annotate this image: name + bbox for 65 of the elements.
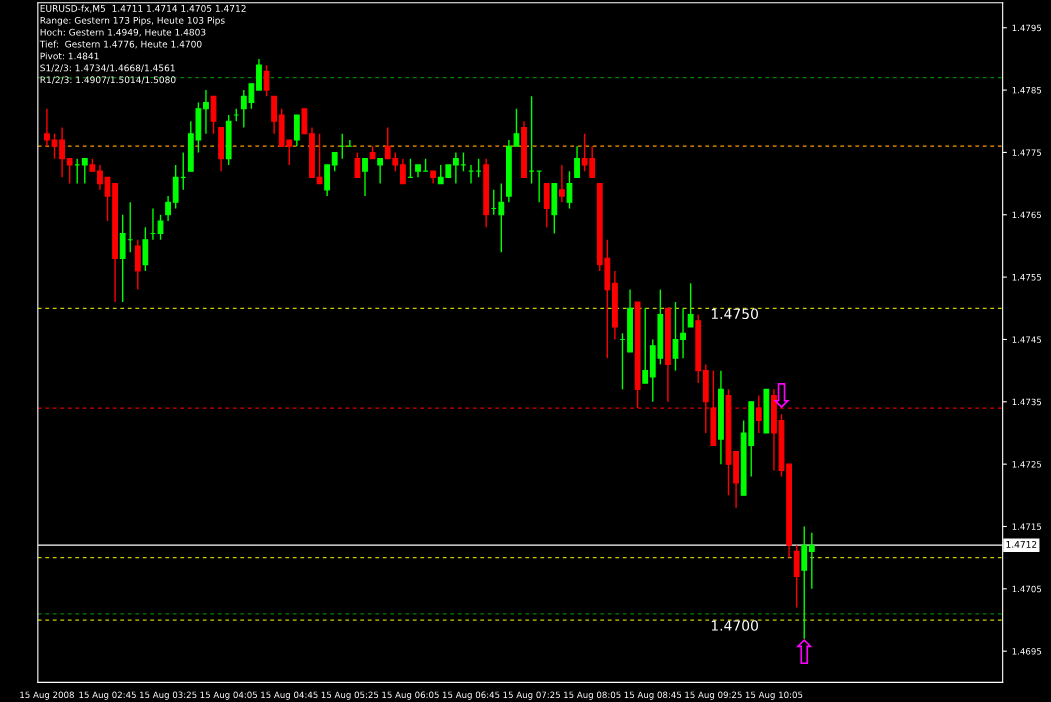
candlestick	[203, 89, 209, 135]
x-tick-label: 15 Aug 10:05	[745, 691, 803, 700]
candlestick	[498, 182, 505, 253]
annotation: S1/2/3: 1.4734/1.4668/1.4561	[40, 64, 175, 72]
x-tick-label: 15 Aug 05:25	[321, 691, 379, 700]
candlestick	[475, 157, 482, 179]
x-tick-label: 15 Aug 04:45	[261, 691, 318, 700]
y-tick-label: 1.4765	[1012, 211, 1042, 219]
y-tick-label: 1.4795	[1012, 24, 1042, 32]
y-tick-label: 1.4755	[1012, 274, 1042, 281]
candlestick	[687, 282, 694, 328]
candlestick	[377, 157, 384, 185]
x-tick-label: 15 Aug 09:25	[685, 691, 742, 700]
candlestick	[566, 170, 573, 210]
candlestick	[536, 170, 543, 203]
annotation: Hoch: Gestern 1.4949, Heute 1.4803	[40, 28, 206, 37]
candlestick	[331, 151, 338, 172]
x-tick-label: 15 Aug 06:05	[382, 691, 439, 700]
x-tick-label: 15 Aug 08:05	[564, 691, 621, 700]
candlestick	[74, 157, 81, 185]
candlestick	[157, 214, 164, 241]
candlestick	[81, 157, 88, 185]
candlestick	[680, 307, 686, 359]
x-tick-label: 15 Aug 03:25	[140, 691, 197, 700]
candlestick	[66, 157, 73, 185]
y-tick-label: 1.4715	[1012, 523, 1042, 530]
candlestick	[59, 126, 65, 179]
x-tick-label: 15 Aug 06:45	[442, 691, 500, 700]
candlestick	[354, 151, 361, 179]
y-tick-label: 1.4775	[1012, 149, 1042, 156]
x-tick-label: 15 Aug 07:25	[503, 691, 560, 700]
candlestick	[558, 164, 565, 203]
y-tick-label: 1.4725	[1012, 461, 1042, 468]
annotation: ⇧	[795, 638, 813, 665]
y-tick-label: 1.4745	[1012, 336, 1042, 343]
y-tick-label: 1.4695	[1012, 648, 1042, 655]
x-tick-label: 15 Aug 08:45	[624, 691, 682, 700]
chart-title: EURUSD-fx,M5 1.4711 1.4714 1.4705 1.4712	[40, 4, 246, 13]
annotation: Pivot: 1.4841	[40, 52, 99, 60]
annotation: Tief: Gestern 1.4776, Heute 1.4700	[39, 40, 202, 49]
x-tick-label: 15 Aug 02:45	[79, 691, 136, 700]
candlestick	[452, 151, 459, 185]
x-tick-label: 15 Aug 2008	[20, 691, 74, 700]
ref-line-label: 1.4700	[711, 620, 758, 631]
candlestick	[399, 157, 406, 185]
y-tick-label: 1.4735	[1012, 398, 1042, 406]
candlestick	[460, 151, 467, 172]
y-tick-label: 1.4705	[1012, 585, 1042, 593]
candlestick	[642, 307, 649, 384]
y-tick-label: 1.4785	[1012, 86, 1042, 94]
candlestick	[528, 95, 535, 185]
candlestick	[808, 532, 815, 590]
candlestick	[165, 195, 171, 222]
candlestick	[263, 64, 270, 98]
candlestick	[672, 301, 679, 372]
x-tick-label: 15 Aug 04:05	[200, 691, 257, 700]
candlestick	[362, 157, 368, 197]
candlestick	[574, 145, 580, 179]
candlestick	[755, 394, 762, 434]
annotation: R1/2/3: 1.4907/1.5014/1.5080	[40, 76, 176, 84]
ref-line-label: 1.4712	[1006, 540, 1037, 548]
candlestick	[97, 164, 103, 191]
annotation: Range: Gestern 173 Pips, Heute 103 Pips	[40, 16, 225, 26]
candlestick	[316, 133, 323, 185]
ref-line-label: 1.4750	[711, 308, 758, 320]
